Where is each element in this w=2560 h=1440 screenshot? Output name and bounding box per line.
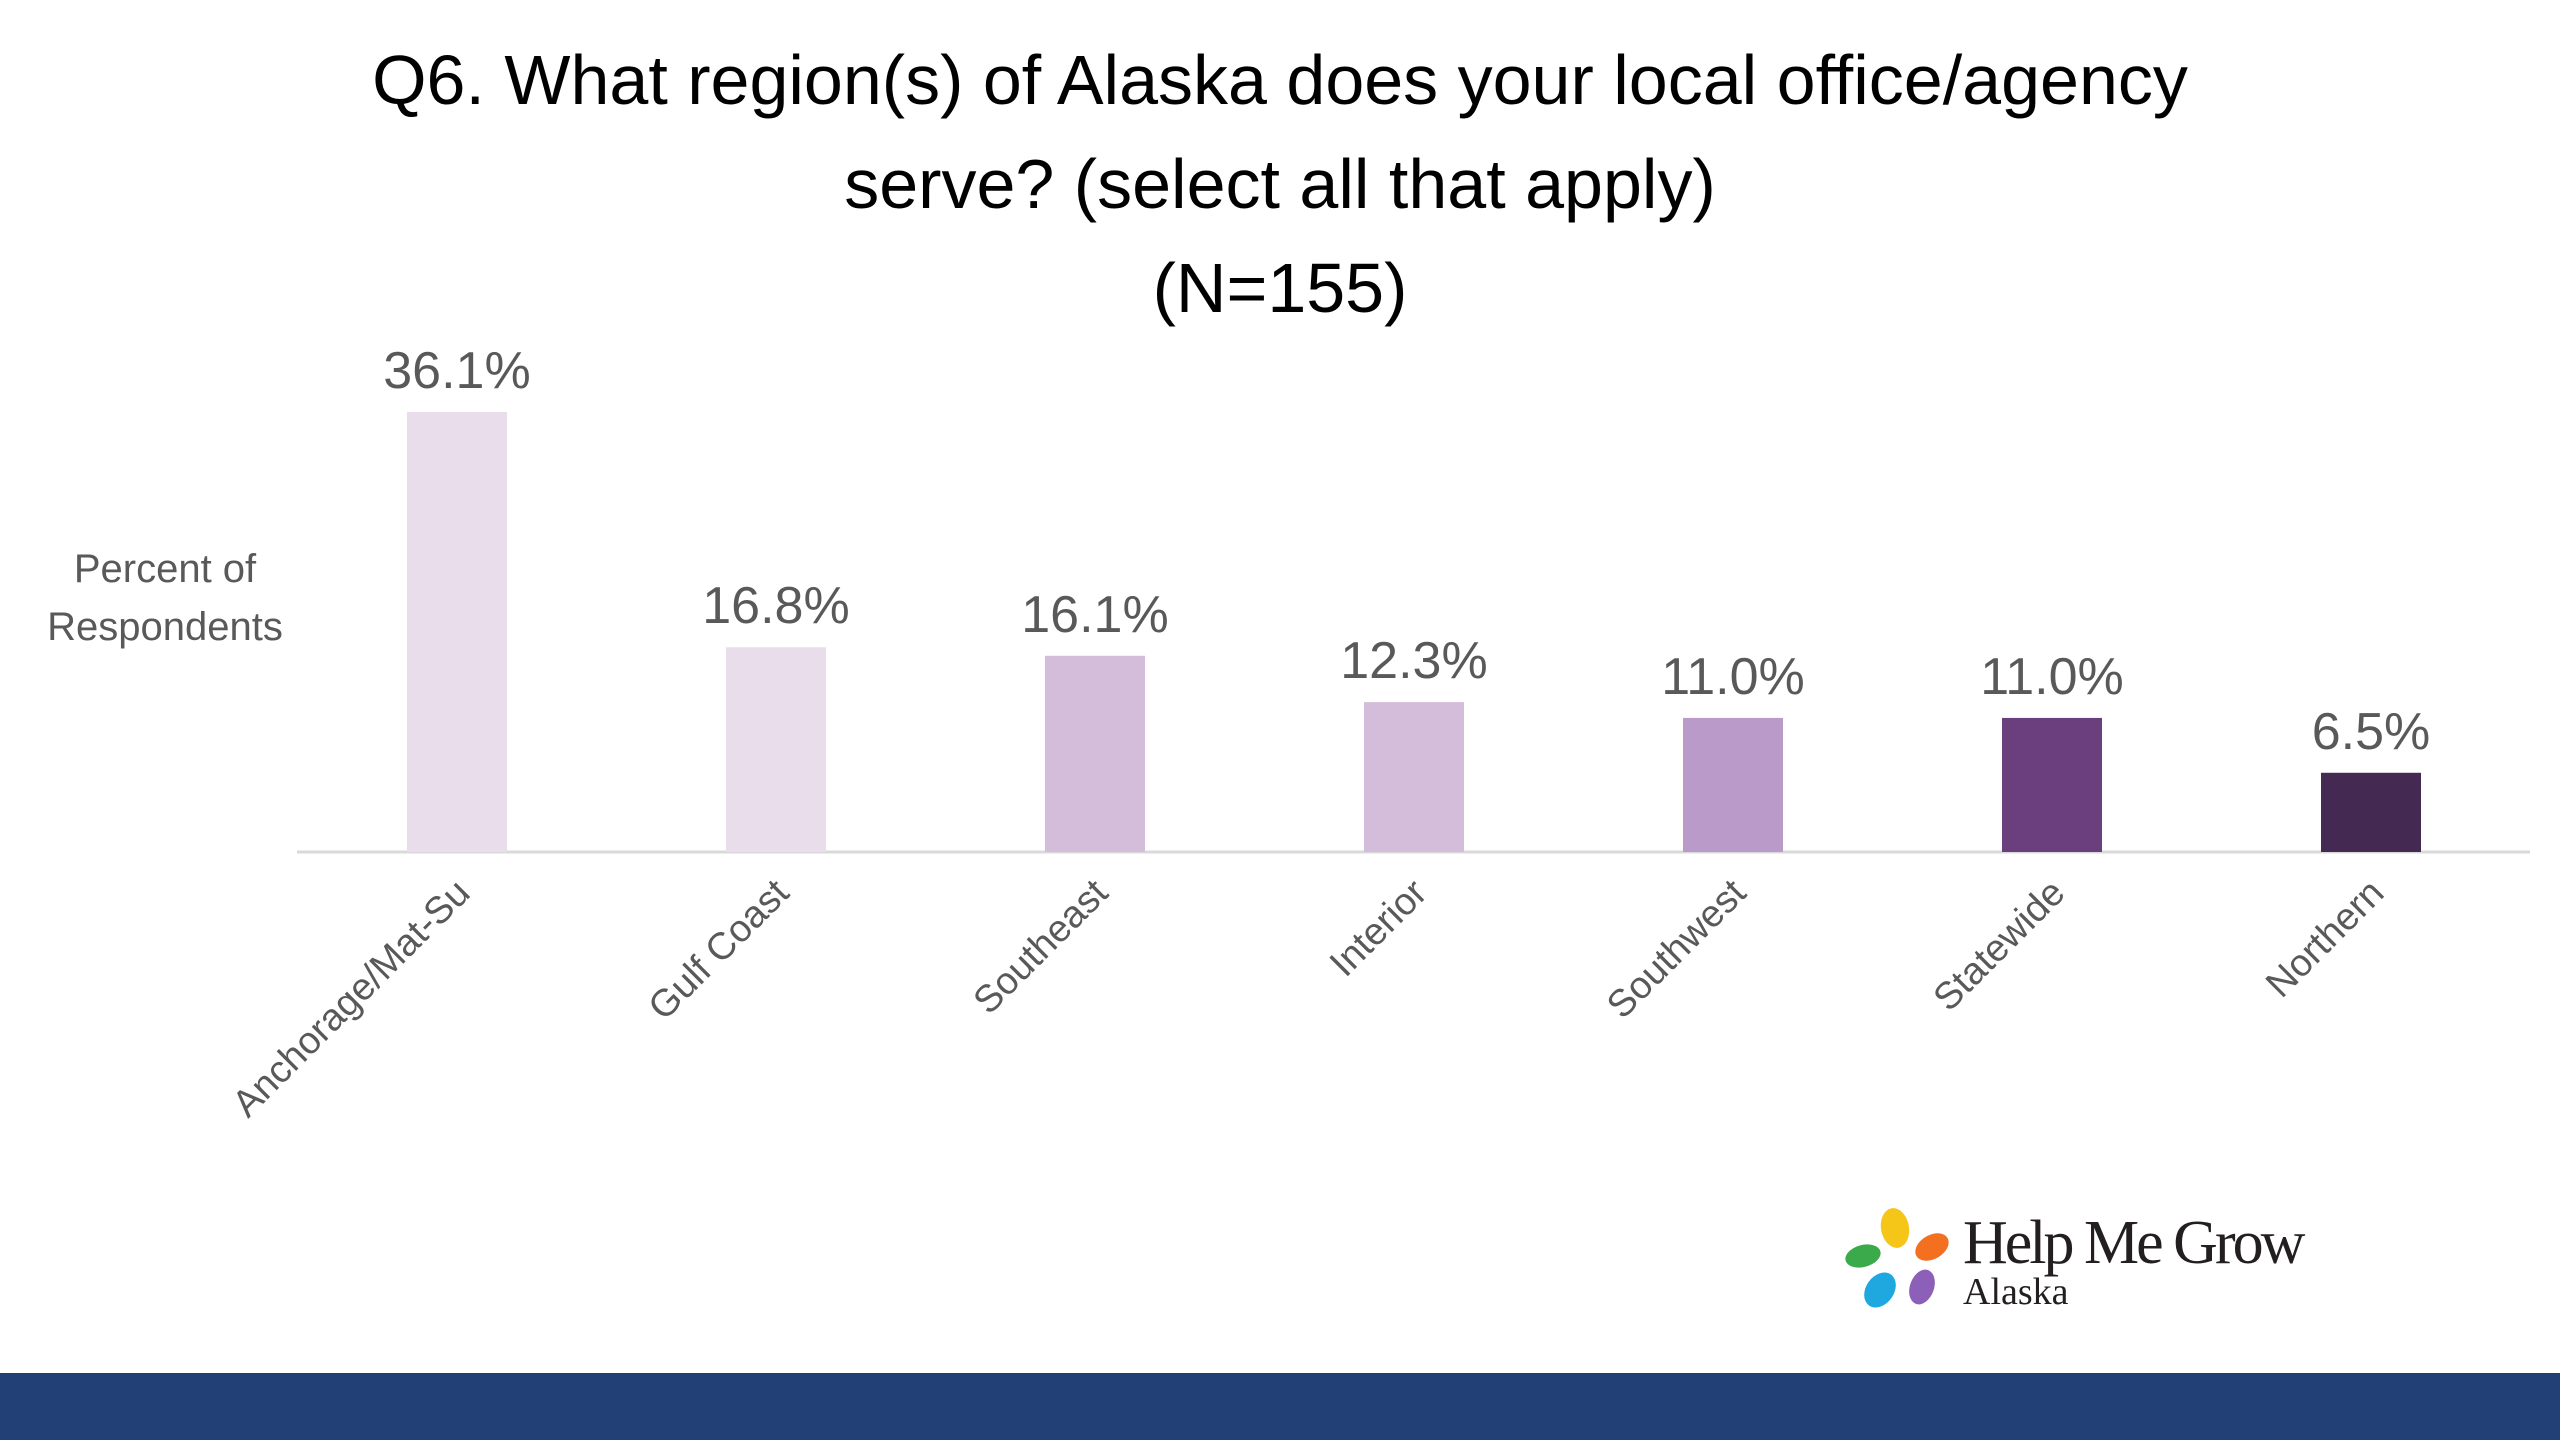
logo-text-line-2: Alaska	[1963, 1271, 2069, 1313]
logo-petal-purple	[1909, 1269, 1935, 1305]
bar-6	[2321, 772, 2421, 852]
bar-0	[407, 412, 507, 852]
logo-petal-green	[1845, 1244, 1881, 1268]
data-label-2: 16.1%	[1021, 586, 1168, 644]
chart-title: Q6. What region(s) of Alaska does your l…	[180, 28, 2380, 340]
data-label-6: 6.5%	[2312, 703, 2431, 761]
data-label-5: 11.0%	[1980, 648, 2124, 706]
data-label-0: 36.1%	[383, 342, 530, 400]
bar-5	[2002, 717, 2102, 852]
x-tick-label-5: Statewide	[1926, 872, 2074, 1020]
chart-title-line-1: Q6. What region(s) of Alaska does your l…	[372, 41, 2188, 119]
chart-title-line-3: (N=155)	[1152, 249, 1408, 327]
footer-bar	[0, 1373, 2560, 1440]
logo-petal-blue	[1864, 1272, 1896, 1308]
bar-1	[726, 647, 826, 852]
data-label-4: 11.0%	[1661, 648, 1805, 706]
x-tick-label-0: Anchorage/Mat-Su	[225, 872, 479, 1126]
data-label-3: 12.3%	[1340, 632, 1487, 690]
logo-text-line-1: Help Me Grow	[1963, 1209, 2305, 1277]
logo-petal-orange	[1915, 1233, 1949, 1261]
logo-petal-yellow	[1880, 1208, 1910, 1248]
x-tick-label-4: Southwest	[1599, 871, 1754, 1026]
y-axis-label: Percent of Respondents	[20, 540, 310, 656]
y-axis-label-line-2: Respondents	[47, 605, 283, 649]
x-tick-label-1: Gulf Coast	[641, 871, 798, 1028]
y-axis-label-line-1: Percent of	[73, 547, 257, 591]
x-tick-label-2: Southeast	[966, 871, 1117, 1022]
x-tick-label-6: Northern	[2258, 872, 2392, 1006]
bar-3	[1364, 702, 1464, 852]
x-tick-label-3: Interior	[1322, 871, 1436, 985]
bar-2	[1045, 655, 1145, 852]
help-me-grow-logo-icon	[1845, 1208, 1949, 1308]
data-label-1: 16.8%	[702, 577, 849, 635]
chart-title-line-2: serve? (select all that apply)	[844, 145, 1716, 223]
bar-4	[1683, 717, 1783, 852]
